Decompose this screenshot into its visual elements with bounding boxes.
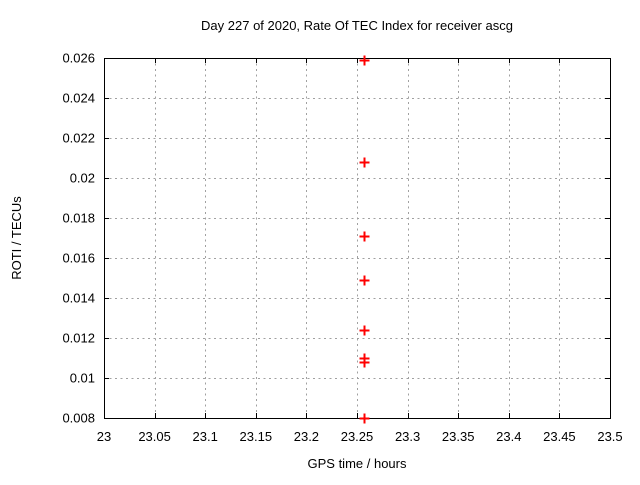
x-tick-label: 23.45 <box>543 429 576 444</box>
chart-title: Day 227 of 2020, Rate Of TEC Index for r… <box>201 18 513 33</box>
y-tick-label: 0.008 <box>62 411 95 426</box>
y-tick-label: 0.018 <box>62 211 95 226</box>
x-axis-label: GPS time / hours <box>307 456 407 471</box>
x-tick-label: 23.05 <box>138 429 171 444</box>
y-tick-label: 0.016 <box>62 251 95 266</box>
x-tick-label: 23.35 <box>442 429 475 444</box>
x-tick-label: 23.15 <box>240 429 273 444</box>
y-tick-label: 0.024 <box>62 91 95 106</box>
x-tick-label: 23.5 <box>597 429 622 444</box>
x-tick-label: 23 <box>97 429 111 444</box>
y-tick-label: 0.01 <box>70 371 95 386</box>
y-axis-label: ROTI / TECUs <box>9 196 24 280</box>
y-tick-label: 0.012 <box>62 331 95 346</box>
y-tick-label: 0.026 <box>62 51 95 66</box>
x-tick-label: 23.3 <box>395 429 420 444</box>
y-tick-label: 0.014 <box>62 291 95 306</box>
x-tick-label: 23.2 <box>294 429 319 444</box>
x-tick-label: 23.25 <box>341 429 374 444</box>
y-tick-label: 0.022 <box>62 131 95 146</box>
x-tick-label: 23.4 <box>496 429 521 444</box>
plot-border <box>104 58 611 419</box>
y-tick-label: 0.02 <box>70 171 95 186</box>
x-tick-label: 23.1 <box>193 429 218 444</box>
